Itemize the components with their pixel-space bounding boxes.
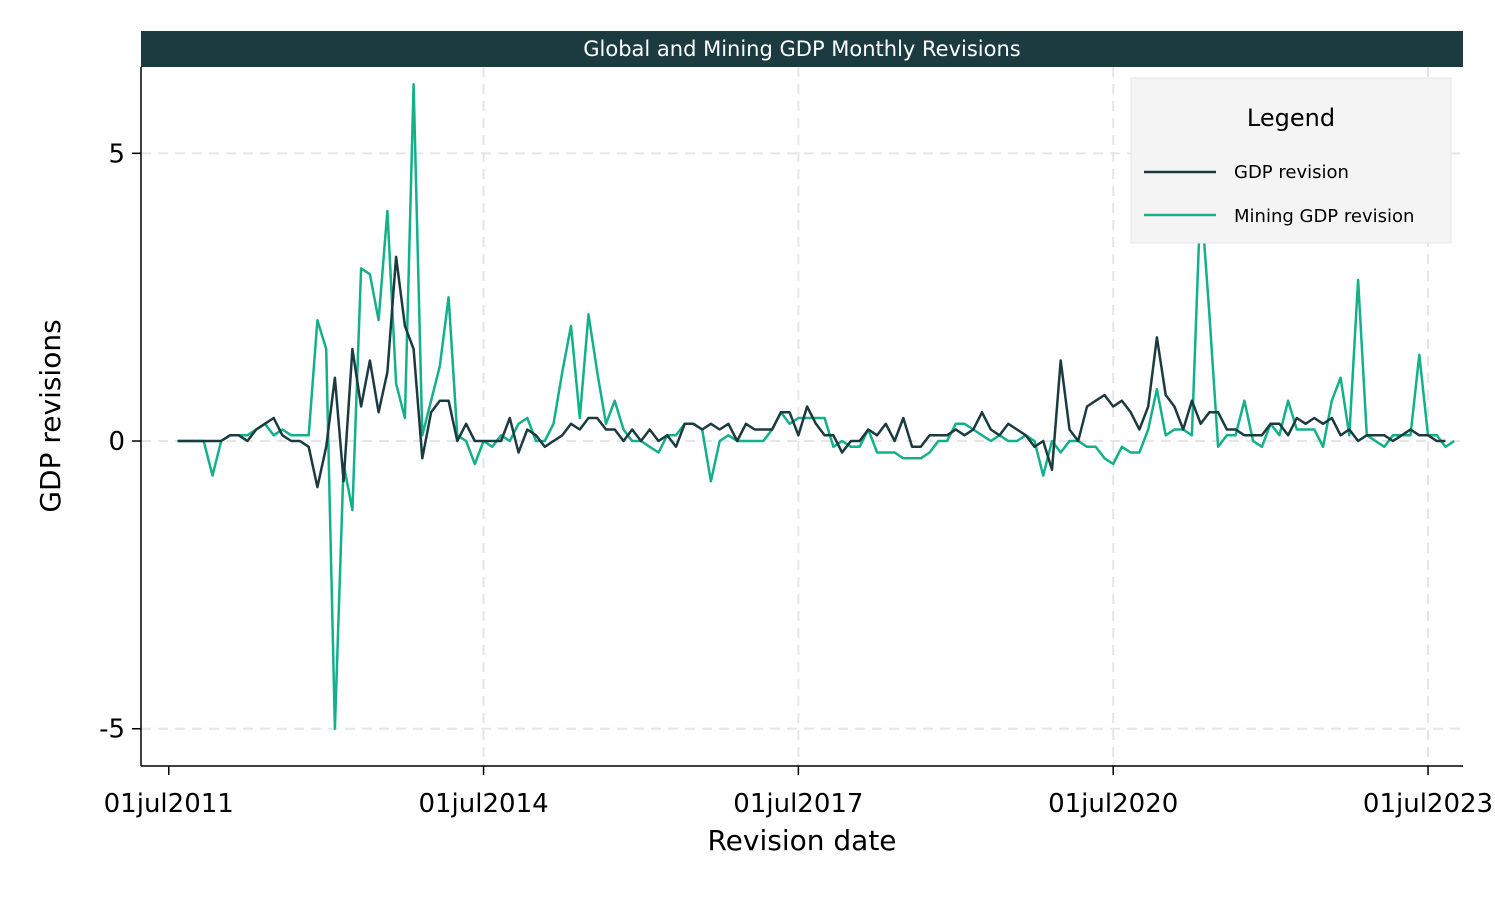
y-tick-label: 0 — [108, 427, 125, 457]
x-tick-label: 01jul2017 — [733, 789, 863, 819]
x-axis-ticks: 01jul2011 01jul2014 01jul2017 01jul2020 01ju… — [104, 766, 1493, 819]
y-axis-title: GDP revisions — [34, 319, 67, 512]
x-tick-label: 01jul2011 — [104, 789, 234, 819]
chart-title: Global and Mining GDP Monthly Revisions — [583, 37, 1021, 61]
legend-label-gdp: GDP revision — [1234, 162, 1349, 183]
x-tick-label: 01jul2014 — [418, 789, 548, 819]
legend-label-mining: Mining GDP revision — [1234, 206, 1414, 227]
x-axis-title: Revision date — [707, 824, 896, 857]
series-lines — [177, 83, 1455, 730]
legend-title: Legend — [1247, 104, 1335, 132]
legend-box — [1130, 77, 1452, 244]
series-line-gdp — [177, 255, 1446, 489]
y-tick-label: 5 — [108, 139, 125, 169]
grid — [141, 67, 1463, 766]
legend: Legend GDP revision Mining GDP revision — [1130, 77, 1452, 244]
y-tick-label: -5 — [99, 715, 125, 745]
y-axis-ticks: -5 0 5 — [99, 139, 141, 745]
x-tick-label: 01jul2023 — [1363, 789, 1493, 819]
title-bar — [141, 31, 1463, 67]
x-tick-label: 01jul2020 — [1048, 789, 1178, 819]
series-line-mining — [177, 83, 1455, 730]
